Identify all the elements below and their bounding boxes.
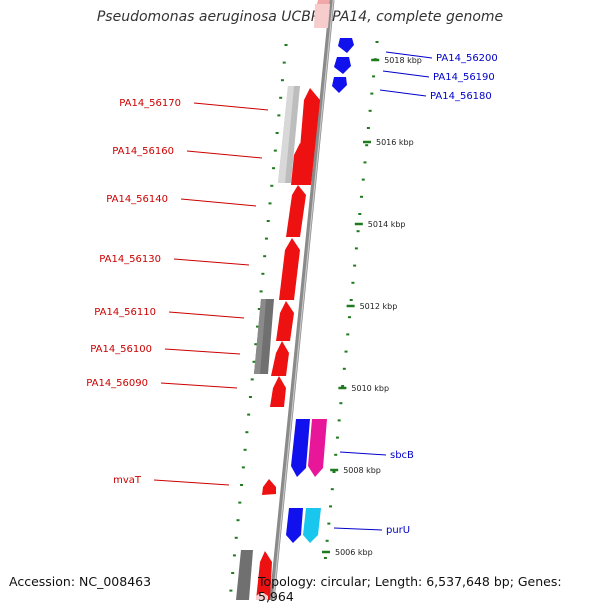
callout-line xyxy=(168,311,245,319)
gene-label-right[interactable]: purU xyxy=(386,525,410,536)
gene-labels: PA14_56170 PA14_56160 PA14_56140 PA14_56130… xyxy=(86,51,498,536)
gene-label-right[interactable]: sbcB xyxy=(390,450,414,461)
cyan-gene-arrow xyxy=(303,508,321,543)
diagram-title: Pseudomonas aeruginosa UCBPP-PA14, compl… xyxy=(96,9,504,25)
gene-label-right[interactable]: PA14_56200 xyxy=(436,53,498,64)
gene-label-left[interactable]: PA14_56100 xyxy=(90,344,152,355)
pale-feature xyxy=(314,4,330,28)
callout-line xyxy=(186,150,263,159)
red-gene-arrow xyxy=(256,551,272,600)
red-gene-arrow xyxy=(317,0,330,4)
kbp-label: 5014 kbp xyxy=(368,220,406,229)
gene-label-left[interactable]: PA14_56090 xyxy=(86,378,148,389)
blue-gene-arrow xyxy=(286,508,303,543)
callout-line xyxy=(193,102,269,111)
red-gene-arrow xyxy=(271,341,289,376)
left-dotted-track xyxy=(229,44,288,592)
red-gene-arrow xyxy=(291,143,310,185)
gene-label-left[interactable]: PA14_56130 xyxy=(99,254,161,265)
red-gene-arrow xyxy=(270,376,286,407)
genome-backbone xyxy=(269,0,335,600)
gray-feature-middle-shade xyxy=(254,299,266,374)
callout-line xyxy=(382,70,430,78)
red-gene-arrow xyxy=(262,479,276,495)
gene-label-left[interactable]: PA14_56140 xyxy=(106,194,168,205)
magenta-gene-arrow xyxy=(308,419,327,477)
gene-label-left[interactable]: PA14_56160 xyxy=(112,146,174,157)
red-gene-arrow xyxy=(276,301,294,341)
kbp-label: 5012 kbp xyxy=(360,302,398,311)
blue-gene-arrow xyxy=(334,57,351,74)
blue-gene-arrow xyxy=(291,419,310,477)
gray-feature-upper-shade xyxy=(278,86,294,183)
gene-label-right[interactable]: PA14_56190 xyxy=(433,72,495,83)
right-dotted-track xyxy=(323,41,379,559)
red-gene-arrow xyxy=(286,185,306,237)
callout-line xyxy=(153,479,230,486)
callout-line xyxy=(333,527,383,531)
callout-line xyxy=(160,382,238,389)
accession-text: Accession: NC_008463 xyxy=(9,574,152,589)
blue-gene-arrow xyxy=(332,77,347,93)
callout-line xyxy=(164,348,241,355)
gene-label-left[interactable]: PA14_56110 xyxy=(94,307,156,318)
kbp-label: 5018 kbp xyxy=(384,56,422,65)
callout-line xyxy=(339,451,387,456)
gene-label-right[interactable]: PA14_56180 xyxy=(430,91,492,102)
kbp-label: 5016 kbp xyxy=(376,138,414,147)
callout-line xyxy=(385,51,433,59)
genome-backbone-highlight xyxy=(272,0,334,600)
kbp-scale: 5018 kbp 5016 kbp 5014 kbp 5012 kbp 5010 kbp… xyxy=(322,56,422,557)
kbp-label: 5006 kbp xyxy=(335,548,373,557)
kbp-label: 5008 kbp xyxy=(343,466,381,475)
callout-line xyxy=(379,89,427,97)
red-gene-arrow xyxy=(256,592,268,600)
callout-line xyxy=(173,258,250,266)
blue-gene-arrow xyxy=(338,38,354,53)
gene-label-left[interactable]: PA14_56170 xyxy=(119,98,181,109)
callout-line xyxy=(180,198,257,207)
gray-feature-bottom xyxy=(236,550,253,600)
red-gene-arrow xyxy=(279,238,300,300)
kbp-label: 5010 kbp xyxy=(351,384,389,393)
gene-label-left[interactable]: mvaT xyxy=(113,475,142,486)
